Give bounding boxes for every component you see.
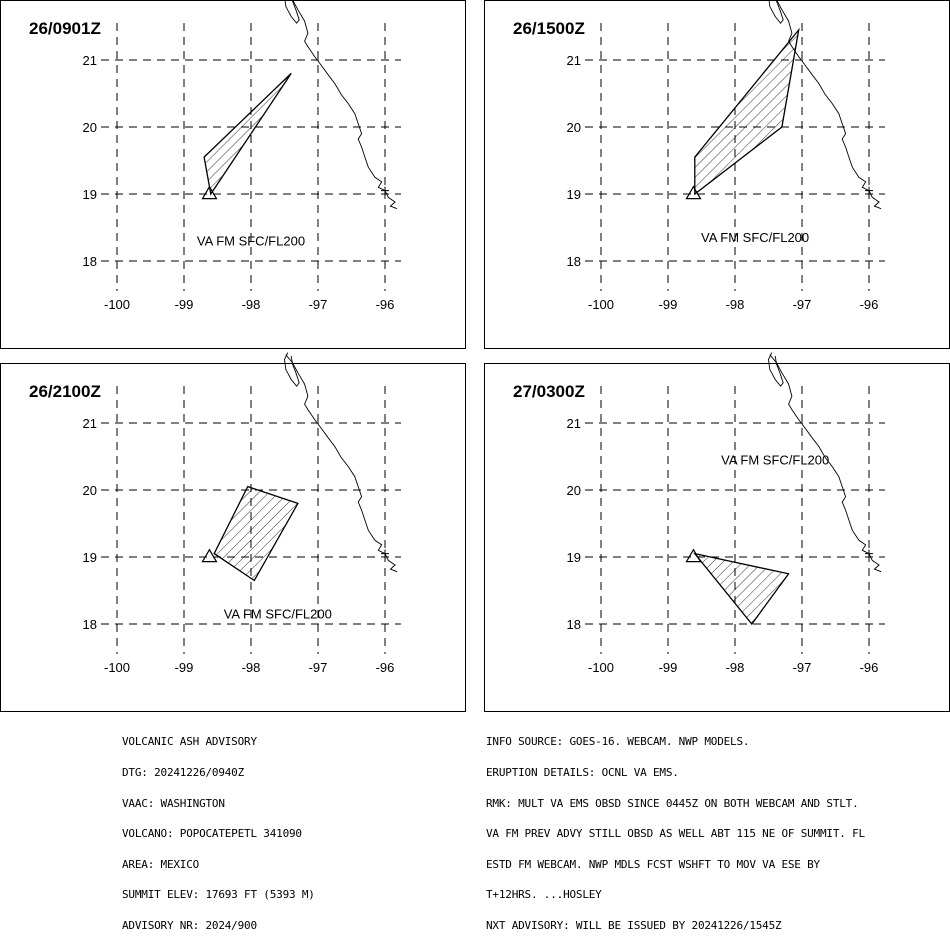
advisory-line: AREA: MEXICO — [122, 857, 200, 871]
lat-tick-label: 18 — [83, 254, 97, 269]
lon-tick-label: -98 — [242, 297, 261, 312]
map-svg: -100 -99 -98 -97 -96 21 20 19 18 VA FM SFC/FL200 — [83, 0, 401, 312]
ash-cloud-polygon — [213, 485, 299, 582]
lat-tick-label: 20 — [83, 483, 97, 498]
lon-tick-label: -99 — [175, 660, 194, 675]
lon-tick-label: -96 — [860, 660, 879, 675]
coastline — [769, 354, 882, 573]
lat-tick-label: 19 — [567, 550, 581, 565]
lat-tick-label: 19 — [83, 187, 97, 202]
advisory-line: RMK: MULT VA EMS OBSD SINCE 0445Z ON BOT… — [486, 796, 859, 810]
lat-tick-label: 21 — [83, 53, 97, 68]
advisory-line: SUMMIT ELEV: 17693 FT (5393 M) — [122, 888, 315, 902]
panel-time-label: 26/0901Z — [29, 19, 101, 38]
map-svg: -100 -99 -98 -97 -96 21 20 19 18 VA FM SFC/FL200 — [83, 352, 401, 675]
panel-time-label: 26/1500Z — [513, 19, 585, 38]
ash-cloud-polygon — [203, 72, 292, 196]
lagoon-outline — [768, 0, 784, 24]
lon-tick-label: -98 — [726, 297, 745, 312]
lon-tick-label: -97 — [309, 660, 328, 675]
advisory-line: VOLCANIC ASH ADVISORY — [122, 735, 257, 749]
veracruz-marker — [865, 186, 873, 195]
forecast-panel-2: -100 -99 -98 -97 -96 21 20 19 18 VA FM SFC/FL200 … — [484, 0, 950, 349]
lon-tick-label: -99 — [175, 297, 194, 312]
altitude-label: VA FM SFC/FL200 — [721, 453, 829, 468]
panel-time-label: 27/0300Z — [513, 382, 585, 401]
veracruz-marker — [381, 186, 389, 195]
coastline — [292, 0, 398, 210]
advisory-line: ERUPTION DETAILS: OCNL VA EMS. — [486, 766, 679, 779]
lon-tick-label: -99 — [659, 297, 678, 312]
lon-tick-label: -98 — [726, 660, 745, 675]
ash-cloud-polygon — [693, 552, 790, 626]
map-svg: -100 -99 -98 -97 -96 21 20 19 18 VA FM SFC/FL200 — [567, 0, 885, 312]
lon-tick-label: -96 — [376, 297, 395, 312]
volcano-icon — [685, 185, 702, 200]
lon-tick-label: -99 — [659, 660, 678, 675]
coastline — [285, 354, 398, 573]
advisory-line: VAAC: WASHINGTON — [122, 796, 225, 810]
coastline — [776, 0, 882, 210]
advisory-line: NXT ADVISORY: WILL BE ISSUED BY 20241226… — [486, 918, 782, 932]
volcano-icon — [201, 548, 218, 563]
lat-tick-label: 20 — [567, 483, 581, 498]
lat-tick-label: 21 — [567, 53, 581, 68]
lon-tick-label: -100 — [104, 660, 130, 675]
lat-tick-label: 18 — [567, 254, 581, 269]
advisory-line: ADVISORY NR: 2024/900 — [122, 918, 257, 932]
lat-tick-label: 20 — [567, 120, 581, 135]
lon-tick-label: -97 — [309, 297, 328, 312]
lagoon-outline — [284, 352, 300, 387]
lon-tick-label: -98 — [242, 660, 261, 675]
lon-tick-label: -97 — [793, 297, 812, 312]
forecast-panel-4: -100 -99 -98 -97 -96 21 20 19 18 VA FM SFC/FL200 … — [484, 352, 950, 712]
altitude-label: VA FM SFC/FL200 — [197, 234, 305, 249]
advisory-line: T+12HRS. ...HOSLEY — [486, 888, 602, 902]
lon-tick-label: -100 — [588, 660, 614, 675]
panel-time-label: 26/2100Z — [29, 382, 101, 401]
forecast-panel-1: -100 -99 -98 -97 -96 21 20 19 18 VA FM SFC/FL200 … — [0, 0, 466, 349]
advisory-info-left: VOLCANIC ASH ADVISORY DTG: 20241226/0940… — [122, 717, 315, 941]
lat-tick-label: 19 — [567, 187, 581, 202]
map-svg: -100 -99 -98 -97 -96 21 20 19 18 VA FM SFC/FL200 — [567, 352, 885, 675]
lon-tick-label: -96 — [860, 297, 879, 312]
lat-tick-label: 18 — [83, 617, 97, 632]
lat-tick-label: 21 — [567, 416, 581, 431]
lon-tick-label: -100 — [104, 297, 130, 312]
advisory-line: VOLCANO: POPOCATEPETL 341090 — [122, 827, 302, 841]
advisory-line: DTG: 20241226/0940Z — [122, 766, 245, 779]
lat-tick-label: 19 — [83, 550, 97, 565]
altitude-label: VA FM SFC/FL200 — [701, 230, 809, 245]
volcano-icon — [685, 548, 702, 563]
lon-tick-label: -97 — [793, 660, 812, 675]
lat-tick-label: 18 — [567, 617, 581, 632]
lagoon-outline — [768, 352, 784, 387]
lon-tick-label: -100 — [588, 297, 614, 312]
lagoon-outline — [284, 0, 300, 24]
advisory-info-right: INFO SOURCE: GOES-16. WEBCAM. NWP MODELS… — [486, 717, 865, 941]
lon-tick-label: -96 — [376, 660, 395, 675]
advisory-line: ESTD FM WEBCAM. NWP MDLS FCST WSHFT TO M… — [486, 857, 820, 871]
advisory-line: INFO SOURCE: GOES-16. WEBCAM. NWP MODELS… — [486, 735, 750, 749]
forecast-panel-3: -100 -99 -98 -97 -96 21 20 19 18 VA FM SFC/FL200 … — [0, 352, 466, 712]
ash-cloud-polygon — [694, 27, 800, 196]
volcano-icon — [201, 185, 218, 200]
advisory-line: VA FM PREV ADVY STILL OBSD AS WELL ABT 1… — [486, 827, 865, 841]
veracruz-marker — [865, 549, 873, 558]
altitude-label: VA FM SFC/FL200 — [224, 607, 332, 622]
veracruz-marker — [381, 549, 389, 558]
lat-tick-label: 21 — [83, 416, 97, 431]
lat-tick-label: 20 — [83, 120, 97, 135]
